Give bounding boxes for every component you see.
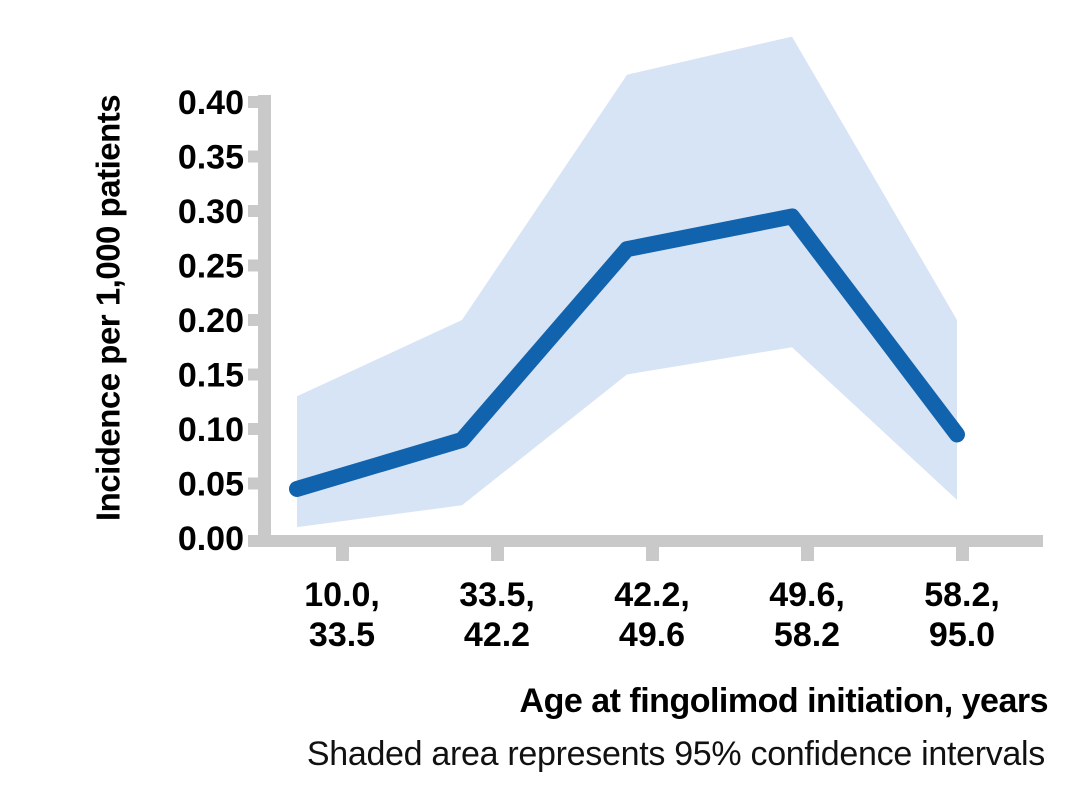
x-tick (336, 547, 349, 561)
x-tick (646, 547, 659, 561)
x-tick-label: 42.2, 49.6 (614, 576, 690, 654)
x-tick (956, 547, 969, 561)
x-tick (801, 547, 814, 561)
y-tick (248, 477, 258, 490)
x-axis-title: Age at fingolimod initiation, years (520, 682, 1048, 720)
x-tick-label: 49.6, 58.2 (769, 576, 845, 654)
y-tick-label: 0.15 (178, 356, 244, 394)
y-tick (248, 150, 258, 163)
y-tick-label: 0.30 (178, 193, 244, 231)
y-tick (248, 96, 258, 108)
x-tick-label: 33.5, 42.2 (459, 576, 535, 654)
y-tick-label: 0.00 (178, 520, 244, 558)
confidence-band (297, 36, 957, 528)
y-tick (248, 368, 258, 381)
chart-caption: Shaded area represents 95% confidence in… (307, 735, 1045, 773)
x-tick (491, 547, 504, 561)
y-tick (248, 205, 258, 217)
y-tick (248, 314, 258, 326)
incidence-line (289, 208, 965, 497)
y-tick-label: 0.40 (178, 84, 244, 122)
y-tick-label: 0.10 (178, 411, 244, 449)
x-tick-label: 10.0, 33.5 (304, 576, 380, 654)
x-tick-label: 58.2, 95.0 (924, 576, 1000, 654)
y-tick (248, 259, 258, 272)
y-tick-label: 0.05 (178, 465, 244, 503)
y-tick (248, 423, 258, 435)
y-tick-label: 0.35 (178, 138, 244, 176)
y-tick-label: 0.25 (178, 247, 244, 285)
y-axis-line (258, 95, 271, 547)
x-axis-line (248, 535, 1043, 547)
y-tick-label: 0.20 (178, 302, 244, 340)
y-axis-title: Incidence per 1,000 patients (90, 95, 127, 521)
